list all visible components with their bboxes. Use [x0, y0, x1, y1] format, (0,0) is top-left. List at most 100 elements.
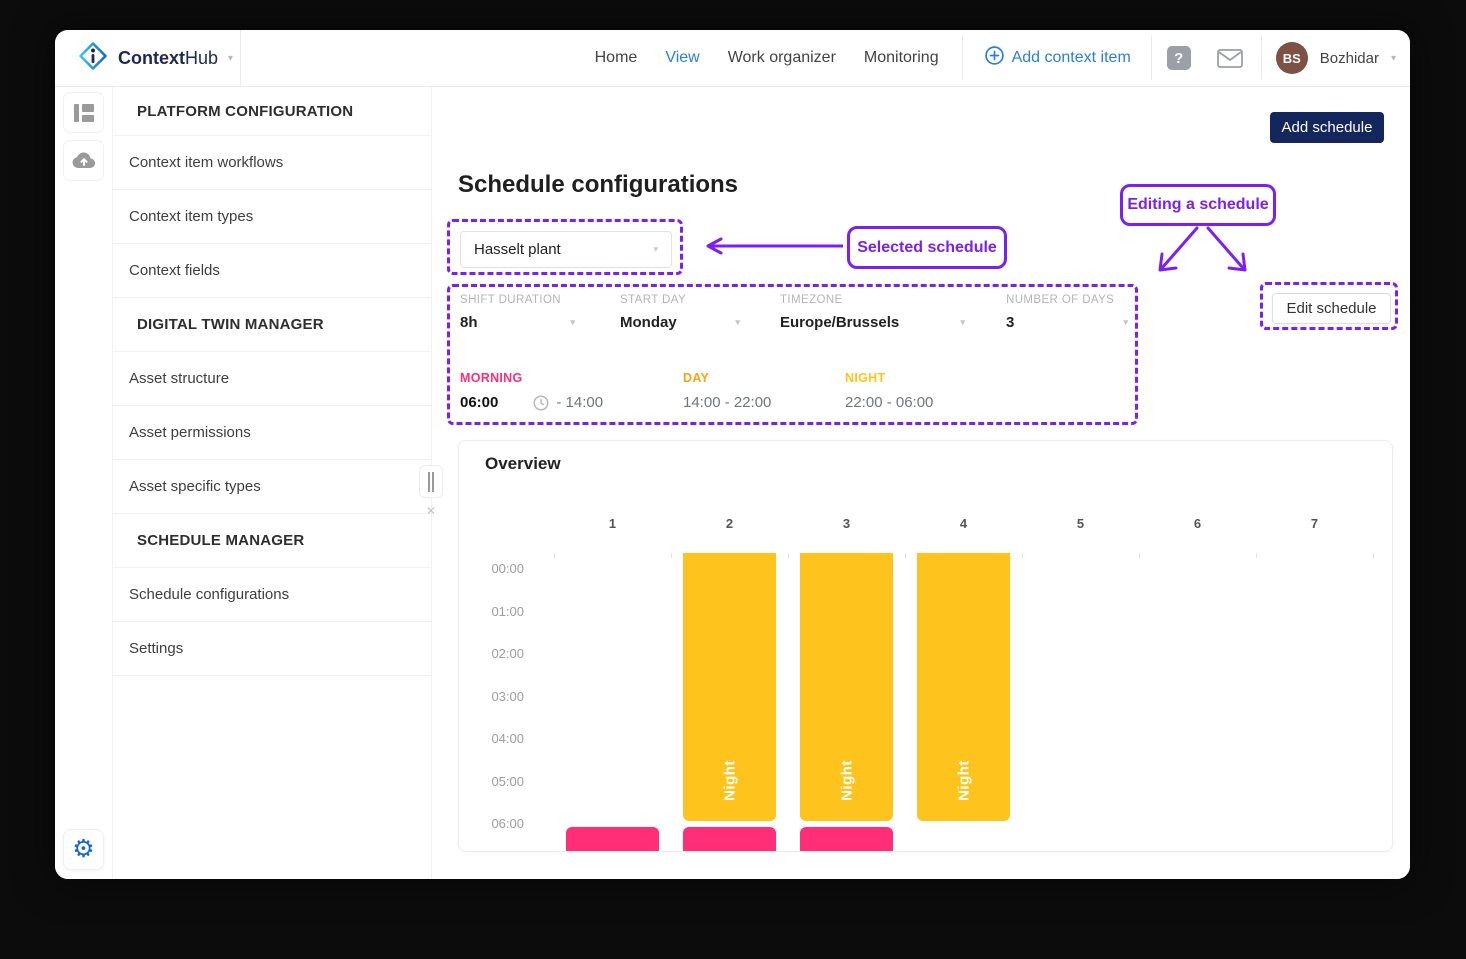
timezone-field: TIMEZONE Europe/Brussels ▾ — [780, 294, 965, 331]
field-label: TIMEZONE — [780, 294, 843, 306]
sidebar: PLATFORM CONFIGURATION Context item work… — [113, 87, 432, 879]
shift-duration-select[interactable]: 8h ▾ — [460, 314, 575, 331]
shift-bar-morning-day-1 — [566, 827, 659, 851]
chart-day-label: 6 — [1193, 516, 1202, 531]
settings-gear-button[interactable]: ⚙ — [63, 829, 104, 870]
day-range: 14:00 - 22:00 — [683, 394, 772, 411]
chart-time-label: 04:00 — [491, 731, 524, 746]
contexthub-logo-icon — [78, 41, 108, 76]
top-navigation: Home View Work organizer Monitoring — [595, 49, 939, 67]
main-content: Add schedule Schedule configurations Has… — [432, 87, 1410, 879]
timezone-select[interactable]: Europe/Brussels ▾ — [780, 314, 965, 331]
chart-day-label: 7 — [1310, 516, 1319, 531]
user-name: Bozhidar — [1319, 49, 1379, 67]
chart-day-label: 3 — [842, 516, 851, 531]
brand-name: ContextHub — [118, 47, 219, 68]
chart-column-tick — [1022, 553, 1023, 558]
morning-start-input[interactable]: 06:00 — [460, 394, 499, 411]
sidebar-item-context-item-workflows[interactable]: Context item workflows — [113, 136, 431, 190]
night-shift: NIGHT 22:00 - 06:00 — [845, 371, 933, 411]
chart-time-label: 00:00 — [491, 561, 524, 576]
overview-title: Overview — [485, 454, 561, 473]
shift-duration-field: SHIFT DURATION 8h ▾ — [460, 294, 575, 331]
clock-icon — [533, 394, 549, 411]
chart-column-tick — [1373, 553, 1374, 558]
sidebar-header-schedule-manager: SCHEDULE MANAGER — [113, 514, 431, 568]
morning-end: - 14:00 — [556, 394, 604, 411]
sidebar-item-asset-permissions[interactable]: Asset permissions — [113, 406, 431, 460]
chart-time-label: 01:00 — [491, 603, 524, 619]
sidebar-resize-handle[interactable] — [419, 465, 443, 498]
mail-icon[interactable] — [1216, 48, 1243, 68]
gear-icon: ⚙ — [72, 835, 95, 863]
icon-rail: ⚙ — [55, 87, 113, 879]
chart-time-label: 02:00 — [491, 646, 524, 661]
start-day-select[interactable]: Monday ▾ — [620, 314, 740, 331]
divider — [1260, 36, 1262, 80]
chart-time-label: 06:00 — [491, 816, 524, 831]
day-label: DAY — [683, 371, 710, 385]
sidebar-item-context-fields[interactable]: Context fields — [113, 244, 431, 298]
sidebar-item-schedule-configurations[interactable]: Schedule configurations — [113, 568, 431, 622]
field-label: SHIFT DURATION — [460, 294, 562, 306]
layout-panels-icon — [73, 103, 94, 122]
chevron-down-icon: ▾ — [735, 317, 740, 327]
annotation-fork-arrows — [1158, 226, 1247, 272]
chevron-down-icon: ▾ — [653, 244, 658, 254]
cloud-upload-button[interactable] — [63, 140, 104, 181]
user-menu[interactable]: BS Bozhidar ▾ — [1275, 42, 1410, 74]
night-range: 22:00 - 06:00 — [845, 394, 934, 411]
selected-schedule-highlight: Hasselt plant ▾ — [447, 219, 683, 275]
sidebar-header-platform-configuration: PLATFORM CONFIGURATION — [113, 87, 431, 136]
layout-panels-button[interactable] — [63, 92, 104, 133]
nav-view[interactable]: View — [665, 49, 700, 66]
number-of-days-select[interactable]: 3 ▾ — [1006, 314, 1128, 331]
field-label: START DAY — [620, 294, 687, 306]
overview-card: Overview 1 2 3 4 5 6 7 00:00 01:00 02:00 03:00 04:… — [458, 440, 1393, 852]
bar-label: Night — [838, 760, 855, 801]
chart-day-label: 5 — [1076, 516, 1085, 531]
shift-bar-night-day-4: Night — [917, 553, 1010, 821]
chart-column-tick — [1139, 553, 1140, 558]
sidebar-item-asset-specific-types[interactable]: Asset specific types — [113, 460, 431, 514]
help-icon[interactable]: ? — [1166, 46, 1191, 70]
avatar: BS — [1275, 42, 1308, 74]
edit-schedule-button[interactable]: Edit schedule — [1272, 293, 1391, 324]
add-context-item-button[interactable]: Add context item — [984, 46, 1131, 70]
chart-column-tick — [788, 553, 789, 558]
chart-column-tick — [554, 553, 555, 558]
brand-logo[interactable]: ContextHub ▾ — [55, 30, 241, 86]
app-window: ContextHub ▾ Home View Work organizer Mo… — [55, 30, 1410, 879]
chart-day-label: 2 — [725, 516, 734, 531]
annotation-selected-schedule: Selected schedule — [847, 226, 1007, 269]
number-of-days-field: NUMBER OF DAYS 3 ▾ — [1006, 294, 1128, 331]
divider — [961, 36, 963, 80]
topbar: ContextHub ▾ Home View Work organizer Mo… — [55, 30, 1410, 87]
sidebar-close-icon[interactable]: ✕ — [425, 504, 437, 518]
add-schedule-button[interactable]: Add schedule — [1270, 112, 1384, 143]
nav-monitoring[interactable]: Monitoring — [863, 49, 939, 66]
nav-work-organizer[interactable]: Work organizer — [727, 49, 836, 66]
plus-circle-icon — [984, 46, 1004, 70]
morning-label: MORNING — [460, 371, 523, 385]
annotation-editing-schedule: Editing a schedule — [1120, 184, 1276, 226]
morning-shift: MORNING 06:00 - 14:00 — [460, 371, 603, 411]
sidebar-item-settings[interactable]: Settings — [113, 622, 431, 676]
chevron-down-icon[interactable]: ▾ — [228, 52, 234, 64]
chevron-down-icon: ▾ — [1123, 317, 1128, 327]
schedule-select[interactable]: Hasselt plant ▾ — [460, 231, 672, 268]
sidebar-item-context-item-types[interactable]: Context item types — [113, 190, 431, 244]
bar-label: Night — [721, 760, 738, 801]
cloud-upload-icon — [72, 152, 95, 169]
shift-bar-morning-day-3 — [800, 827, 893, 851]
nav-home[interactable]: Home — [594, 49, 638, 66]
edit-schedule-highlight: Edit schedule — [1260, 282, 1398, 330]
chevron-down-icon: ▾ — [1390, 52, 1396, 64]
bar-label: Night — [955, 760, 972, 801]
annotation-arrow-left — [706, 237, 843, 255]
schedule-config-highlight: SHIFT DURATION 8h ▾ START DAY Monday ▾ TIM… — [447, 284, 1138, 425]
sidebar-item-asset-structure[interactable]: Asset structure — [113, 352, 431, 406]
chevron-down-icon: ▾ — [960, 317, 965, 327]
chart-day-label: 1 — [608, 516, 617, 531]
chart-time-label: 05:00 — [491, 773, 524, 789]
